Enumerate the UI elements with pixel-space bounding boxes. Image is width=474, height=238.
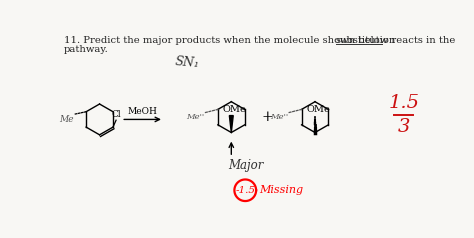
Polygon shape (229, 116, 233, 133)
Text: +: + (262, 110, 273, 124)
Text: Me: Me (59, 115, 74, 124)
Text: substitution: substitution (336, 36, 396, 45)
Text: pathway.: pathway. (64, 45, 109, 55)
Text: 3: 3 (398, 118, 410, 136)
Text: 11. Predict the major products when the molecule shown below reacts in the: 11. Predict the major products when the … (64, 36, 455, 45)
Text: SN₁: SN₁ (174, 55, 200, 70)
Text: Major: Major (228, 159, 264, 173)
Text: Me'': Me'' (187, 113, 205, 121)
Text: Cl: Cl (111, 110, 121, 119)
Text: Missing: Missing (259, 185, 303, 195)
Text: 1.5: 1.5 (389, 94, 419, 112)
Text: MeOH: MeOH (128, 107, 157, 116)
Text: Me'': Me'' (270, 113, 288, 121)
Text: OMe: OMe (223, 105, 246, 114)
Text: OMe: OMe (307, 105, 330, 114)
Text: -1.5: -1.5 (235, 186, 255, 195)
